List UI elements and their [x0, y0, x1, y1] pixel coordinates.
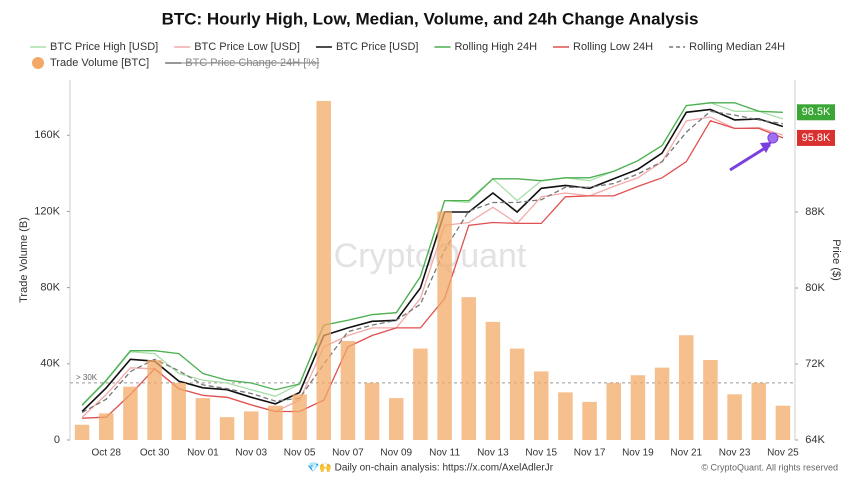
- end-label: 98.5K: [802, 106, 831, 118]
- volume-bar: [147, 360, 162, 440]
- volume-bar: [219, 417, 235, 440]
- legend-item: BTC Price [USD]: [315, 41, 419, 53]
- volume-bar: [171, 382, 186, 440]
- volume-bar: [316, 100, 331, 440]
- legend-label: BTC Price High [USD]: [50, 41, 158, 53]
- x-tick-label: Nov 11: [429, 448, 460, 459]
- legend-label: Rolling Low 24H: [573, 41, 653, 53]
- legend-label: Rolling High 24H: [454, 41, 537, 53]
- legend-item: Rolling High 24H: [434, 41, 537, 53]
- volume-bar: [340, 340, 356, 440]
- volume-bar: [413, 348, 428, 440]
- volume-bar: [582, 401, 597, 440]
- volume-bar: [268, 405, 283, 440]
- arrow-head: [760, 142, 772, 153]
- price-line: [82, 120, 784, 419]
- y-tick-label: 160K: [34, 129, 60, 141]
- volume-bar: [534, 371, 549, 440]
- x-tick-label: Nov 09: [380, 448, 412, 459]
- x-tick-label: Oct 28: [92, 448, 122, 459]
- volume-bar: [123, 386, 138, 440]
- x-tick-label: Nov 17: [574, 448, 606, 459]
- x-tick-label: Nov 25: [767, 448, 799, 459]
- y2-tick-label: 80K: [805, 282, 825, 294]
- volume-bar: [292, 394, 307, 440]
- arrow: [729, 143, 771, 172]
- x-tick-label: Nov 19: [622, 448, 654, 459]
- y2-axis-label: Price ($): [830, 239, 842, 281]
- legend-swatch: [32, 57, 44, 69]
- volume-bar: [461, 297, 476, 440]
- legend-label: Trade Volume [BTC]: [50, 57, 149, 69]
- legend-label: Rolling Median 24H: [689, 41, 785, 53]
- x-tick-label: Nov 21: [670, 448, 702, 459]
- legend-item: Trade Volume [BTC]: [32, 57, 149, 69]
- y-tick-label: 0: [54, 434, 60, 446]
- volume-bar: [727, 394, 742, 440]
- highlight: [767, 132, 779, 144]
- x-tick-label: Nov 13: [477, 448, 509, 459]
- volume-bar: [630, 375, 646, 440]
- x-tick-label: Nov 23: [719, 448, 751, 459]
- legend-label: BTC Price Low [USD]: [194, 41, 300, 53]
- y2-tick-label: 72K: [805, 358, 825, 370]
- legend-item: Rolling Low 24H: [553, 41, 653, 53]
- price-line: [81, 102, 783, 406]
- y2-tick-label: 64K: [805, 434, 825, 446]
- price-line: [81, 108, 784, 413]
- volume-bar: [364, 382, 380, 440]
- volume-bar: [509, 348, 525, 440]
- legend-item: BTC Price Low [USD]: [174, 41, 300, 53]
- volume-bar: [389, 398, 404, 440]
- footer: 💎🙌 Daily on-chain analysis: https://x.co…: [307, 462, 554, 474]
- y-tick-label: 80K: [40, 282, 60, 294]
- x-tick-label: Nov 05: [284, 448, 316, 459]
- end-label-box: [797, 129, 835, 146]
- y-axis-label: Trade Volume (B): [18, 217, 30, 303]
- volume-bar: [703, 360, 718, 440]
- volume-bar: [654, 367, 670, 440]
- volume-bar: [751, 382, 766, 440]
- reference-label: > 30K: [76, 373, 98, 382]
- volume-bar: [679, 335, 694, 440]
- volume-bar: [606, 382, 621, 440]
- volume-bar: [244, 411, 259, 440]
- volume-bar: [437, 211, 452, 440]
- volume-bar: [195, 398, 211, 440]
- x-tick-label: Nov 07: [332, 448, 364, 459]
- y2-tick-label: 88K: [805, 206, 825, 218]
- volume-bar: [775, 405, 791, 440]
- volume-bar: [99, 413, 114, 440]
- y-tick-label: 40K: [40, 358, 60, 370]
- end-label-box: [797, 104, 835, 121]
- legend-label: BTC Price [USD]: [336, 41, 419, 53]
- copyright: © CryptoQuant. All rights reserved: [701, 462, 838, 472]
- x-tick-label: Oct 30: [140, 448, 170, 459]
- price-line: [81, 110, 784, 414]
- legend-item: BTC Price Change 24H [%]: [165, 57, 320, 69]
- volume-bar: [74, 424, 90, 440]
- x-tick-label: Nov 03: [235, 448, 267, 459]
- x-tick-label: Nov 15: [525, 448, 557, 459]
- volume-bar: [485, 321, 501, 440]
- volume-bar: [558, 392, 573, 440]
- end-label: 95.8K: [802, 132, 831, 144]
- legend-item: Rolling Median 24H: [669, 41, 785, 53]
- legend-item: BTC Price High [USD]: [30, 41, 158, 53]
- y-tick-label: 120K: [34, 205, 60, 217]
- chart-title: BTC: Hourly High, Low, Median, Volume, a…: [162, 9, 699, 28]
- x-tick-label: Nov 01: [187, 448, 219, 459]
